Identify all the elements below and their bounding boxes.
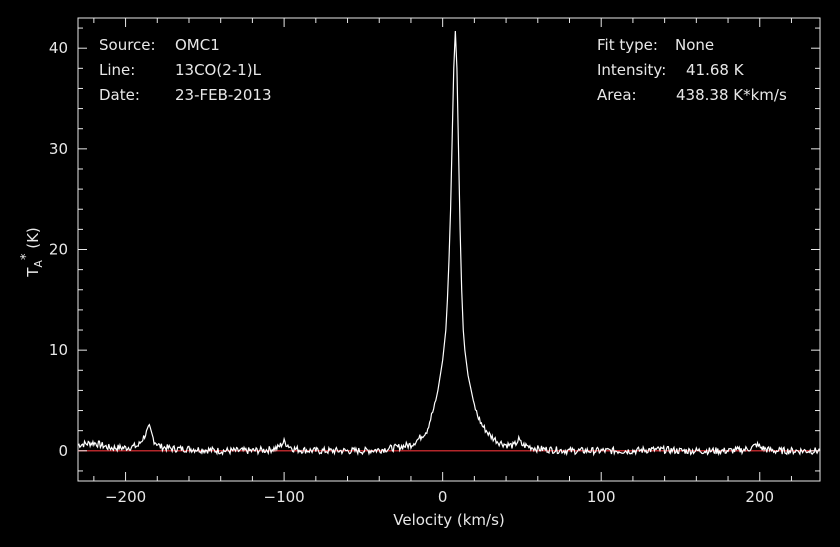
y-tick-label: 0	[58, 442, 68, 460]
x-tick-label: −100	[264, 488, 305, 506]
source-value: OMC1	[175, 36, 220, 54]
area-value: 438.38 K*km/s	[676, 86, 787, 104]
date-label: Date:	[99, 86, 140, 104]
y-tick-label: 40	[49, 39, 68, 57]
svg-text:TA* (K): TA* (K)	[19, 227, 45, 278]
area-label: Area:	[597, 86, 637, 104]
y-axis-ticks: 0 10 20 30 40	[49, 27, 820, 472]
x-tick-label: 0	[438, 488, 448, 506]
y-axis-label: TA* (K)	[19, 227, 45, 278]
source-label: Source:	[99, 36, 156, 54]
intensity-label: Intensity:	[597, 61, 666, 79]
y-tick-label: 20	[49, 241, 68, 259]
spectrum-line	[77, 31, 821, 457]
x-axis-ticks: −200 −100 0 100 200	[93, 18, 792, 506]
fit-type-label: Fit type:	[597, 36, 658, 54]
line-label: Line:	[99, 61, 135, 79]
y-tick-label: 30	[49, 140, 68, 158]
x-tick-label: −200	[105, 488, 146, 506]
y-tick-label: 10	[49, 341, 68, 359]
x-axis-label: Velocity (km/s)	[393, 511, 504, 529]
x-tick-label: 200	[745, 488, 774, 506]
date-value: 23-FEB-2013	[175, 86, 271, 104]
fit-type-value: None	[675, 36, 714, 54]
intensity-value: 41.68 K	[686, 61, 745, 79]
x-tick-label: 100	[587, 488, 616, 506]
line-value: 13CO(2-1)L	[175, 61, 262, 79]
